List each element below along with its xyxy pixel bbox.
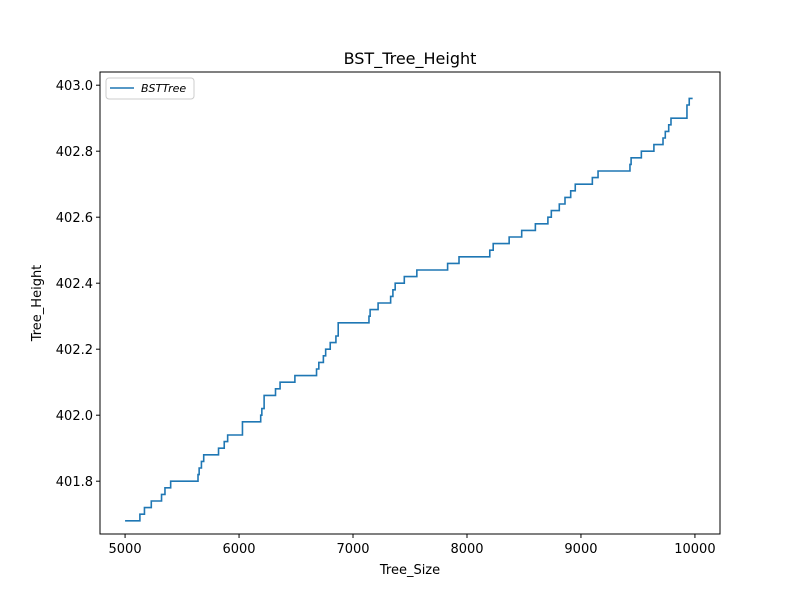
x-axis-label: Tree_Size <box>379 563 440 578</box>
x-tick-label: 8000 <box>450 542 483 557</box>
x-axis: 5000 6000 7000 8000 9000 10000 <box>109 534 716 557</box>
x-tick-label: 9000 <box>564 542 597 557</box>
y-axis-label: Tree_Height <box>30 265 45 343</box>
series-line-bsttree <box>125 97 693 522</box>
y-axis: 401.8 402.0 402.2 402.4 402.6 402.8 403.0 <box>56 79 100 490</box>
axes-frame <box>99 71 721 535</box>
x-tick-label: 10000 <box>674 542 715 557</box>
chart-title: BST_Tree_Height <box>344 49 477 69</box>
legend-box <box>105 77 195 100</box>
y-tick-label: 402.4 <box>56 277 93 292</box>
y-tick-label: 403.0 <box>56 79 93 94</box>
legend: BSTTree <box>105 77 195 100</box>
series-layer <box>125 97 693 522</box>
y-tick-label: 401.8 <box>56 475 93 490</box>
y-tick-label: 402.2 <box>56 343 93 358</box>
y-tick-label: 402.8 <box>56 145 93 160</box>
legend-label-bsttree: BSTTree <box>141 82 186 95</box>
y-tick-label: 402.0 <box>56 409 93 424</box>
plot-area <box>99 71 721 535</box>
x-tick-label: 5000 <box>109 542 142 557</box>
y-tick-label: 402.6 <box>56 211 93 226</box>
x-tick-label: 6000 <box>222 542 255 557</box>
x-tick-label: 7000 <box>336 542 369 557</box>
